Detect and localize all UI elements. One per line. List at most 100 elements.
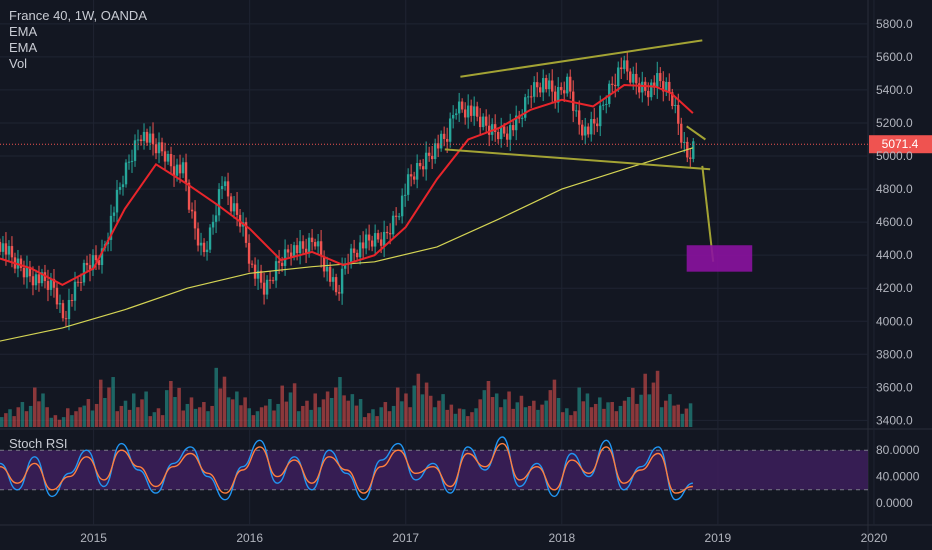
candle-body [235, 203, 239, 215]
volume-bar [74, 411, 78, 427]
volume-bar [478, 399, 482, 427]
candle-body [196, 228, 200, 246]
volume-bar [342, 395, 346, 427]
ema-fast-line [0, 83, 694, 287]
candle-body [406, 174, 410, 195]
candle-body [367, 234, 371, 241]
candle-body [148, 133, 152, 143]
volume-bar [230, 399, 235, 427]
volume-bar [86, 399, 91, 427]
volume-bar [12, 416, 16, 427]
candle-body [301, 241, 305, 249]
volume-bar [181, 410, 186, 427]
candle-body [220, 186, 224, 190]
candle-body [520, 117, 524, 119]
candle-body [193, 211, 197, 229]
candle-body [190, 209, 194, 212]
candle-body [593, 119, 596, 124]
volume-bar [659, 407, 664, 427]
volume-bar [288, 392, 293, 427]
price-tick-label: 5000.0 [876, 149, 913, 163]
candle-body [394, 215, 398, 217]
candle-body [611, 83, 614, 85]
volume-bar [53, 415, 58, 427]
candle-body [172, 166, 176, 176]
candle-body [286, 249, 290, 253]
candle-body [49, 278, 53, 290]
volume-bar [387, 411, 392, 427]
candle-body [199, 242, 203, 246]
candle-body [136, 139, 140, 141]
volume-bar [466, 416, 470, 427]
candle-body [614, 84, 617, 87]
volume-bar [507, 391, 511, 427]
volume-bar [197, 407, 202, 427]
volume-bar [424, 382, 429, 427]
candle-body [548, 80, 551, 90]
candle-body [352, 248, 356, 253]
candle-body [566, 76, 569, 94]
volume-bar [598, 397, 602, 427]
candle-body [112, 212, 116, 216]
volume-bar [593, 403, 598, 427]
candle-body [689, 157, 692, 159]
volume-bar [131, 393, 136, 427]
volume-bar [94, 403, 99, 427]
candle-body [436, 143, 440, 149]
candle-body [442, 133, 446, 139]
candle-body [109, 215, 113, 240]
volume-bar [28, 405, 33, 427]
volume-bar [602, 408, 606, 427]
volume-bar [243, 397, 247, 427]
volume-bar [305, 400, 309, 427]
volume-bar [383, 402, 388, 427]
volume-bar [144, 391, 148, 427]
time-tick-label: 2020 [861, 531, 888, 545]
candle-body [10, 246, 14, 258]
candle-body [421, 166, 425, 170]
candle-body [331, 277, 335, 282]
volume-bar [185, 403, 190, 427]
candle-body [551, 80, 554, 92]
volume-bar [61, 417, 66, 427]
volume-bar [515, 402, 520, 427]
indicator-ema-1: EMA [9, 24, 38, 39]
candle-body [34, 274, 38, 286]
volume-bar [98, 379, 103, 427]
candle-body [680, 123, 683, 143]
candle-body [289, 252, 293, 258]
candle-body [575, 110, 578, 112]
indicator-ema-2: EMA [9, 40, 38, 55]
candle-body [653, 82, 656, 88]
volume-bar [321, 399, 326, 427]
volume-bar [428, 395, 433, 427]
candle-body [376, 233, 380, 240]
candle-body [145, 131, 149, 143]
candle-body [343, 263, 347, 269]
candle-body [505, 133, 509, 140]
volume-bar [152, 412, 157, 427]
candle-body [328, 266, 332, 282]
volume-bar [453, 413, 458, 427]
volume-bar [177, 387, 181, 427]
candle-body [545, 78, 548, 90]
candle-body [139, 139, 143, 142]
volume-bar [635, 403, 639, 427]
volume-bar [676, 404, 680, 427]
candle-body [430, 155, 434, 160]
candle-body [626, 60, 629, 72]
volume-bar [404, 393, 408, 427]
candle-body [184, 162, 188, 183]
candle-body [247, 242, 251, 264]
candle-body [271, 280, 275, 282]
volume-bar [395, 387, 400, 427]
time-tick-label: 2019 [705, 531, 732, 545]
price-tick-label: 4000.0 [876, 314, 913, 328]
candle-body [349, 248, 353, 264]
volume-bar [107, 387, 111, 427]
volume-bar [684, 408, 689, 427]
candle-body [157, 142, 161, 154]
candle-body [268, 279, 272, 281]
candle-body [439, 133, 443, 149]
candle-body [154, 144, 158, 154]
